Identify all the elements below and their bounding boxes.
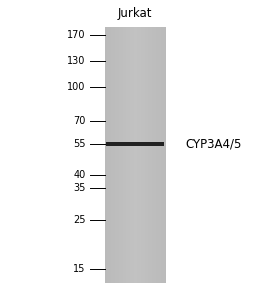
Bar	[148, 27, 149, 283]
Bar	[116, 27, 117, 283]
Text: Jurkat: Jurkat	[118, 7, 152, 20]
Bar	[161, 27, 163, 283]
Bar	[153, 27, 155, 283]
Bar	[137, 27, 138, 283]
Text: 35: 35	[73, 183, 86, 193]
Bar	[123, 27, 124, 283]
Text: 70: 70	[73, 116, 86, 126]
Bar	[125, 27, 126, 283]
Bar	[132, 27, 133, 283]
Bar	[107, 27, 108, 283]
Bar	[150, 27, 152, 283]
Text: CYP3A4/5: CYP3A4/5	[185, 138, 241, 151]
Bar	[147, 27, 148, 283]
Bar	[158, 27, 160, 283]
Bar	[131, 27, 132, 283]
Text: 15: 15	[73, 265, 86, 275]
Bar	[124, 27, 125, 283]
Bar	[138, 27, 139, 283]
Bar	[164, 27, 166, 283]
Bar	[135, 27, 136, 283]
Bar	[129, 27, 130, 283]
Bar	[121, 27, 122, 283]
Bar	[112, 27, 113, 283]
Bar	[136, 27, 137, 283]
Bar	[152, 27, 153, 283]
Bar	[140, 27, 141, 283]
Text: 170: 170	[67, 30, 86, 40]
Bar	[117, 27, 118, 283]
Bar	[145, 27, 146, 283]
Bar	[146, 27, 147, 283]
Text: 25: 25	[73, 215, 86, 225]
Bar	[114, 27, 115, 283]
Bar	[126, 27, 127, 283]
Text: 130: 130	[67, 56, 86, 66]
Bar	[111, 27, 112, 283]
Bar	[127, 27, 128, 283]
Bar	[149, 27, 150, 283]
Bar	[105, 27, 166, 283]
Bar	[128, 27, 129, 283]
Text: 100: 100	[67, 82, 86, 92]
Bar	[115, 27, 116, 283]
Bar	[156, 27, 158, 283]
Bar	[119, 27, 120, 283]
Bar	[155, 27, 156, 283]
Bar	[141, 27, 142, 283]
Bar	[142, 27, 143, 283]
Bar	[106, 142, 164, 146]
Bar	[144, 27, 145, 283]
Bar	[110, 27, 111, 283]
Bar	[163, 27, 164, 283]
Bar	[160, 27, 161, 283]
Bar	[120, 27, 121, 283]
Text: 40: 40	[73, 170, 86, 180]
Bar	[105, 27, 106, 283]
Bar	[118, 27, 119, 283]
Bar	[134, 27, 135, 283]
Bar	[139, 27, 140, 283]
Bar	[108, 27, 109, 283]
Bar	[122, 27, 123, 283]
Text: 55: 55	[73, 139, 86, 149]
Bar	[113, 27, 114, 283]
Bar	[130, 27, 131, 283]
Bar	[133, 27, 134, 283]
Bar	[109, 27, 110, 283]
Bar	[143, 27, 144, 283]
Bar	[106, 27, 107, 283]
